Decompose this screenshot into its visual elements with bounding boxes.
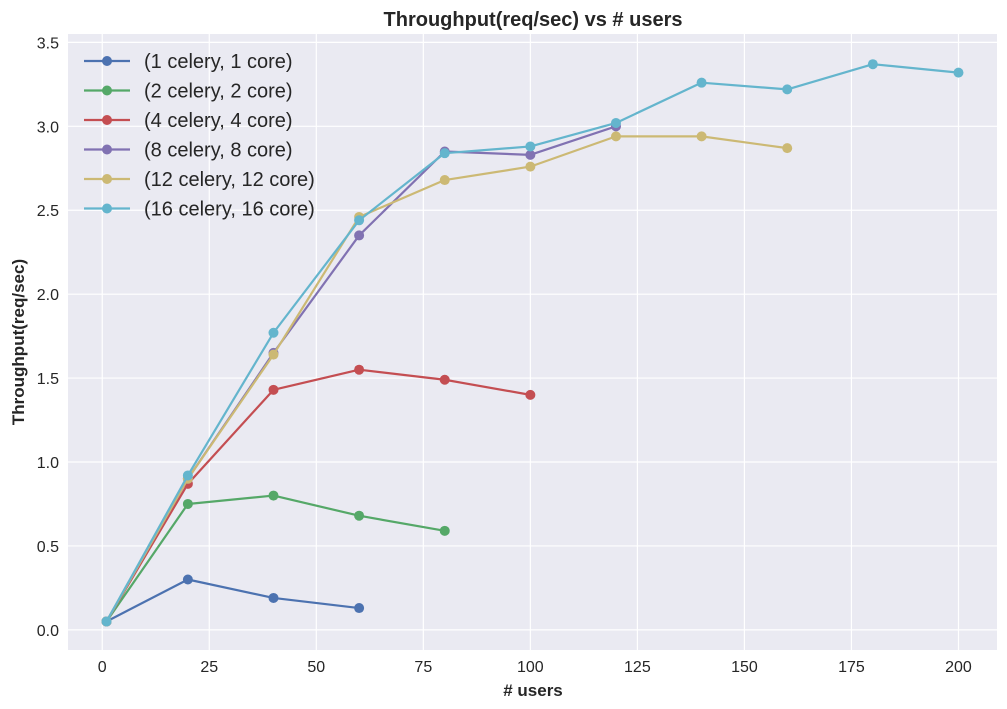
y-tick-label: 1.0 [37,455,59,472]
legend-item: (8 celery, 8 core) [84,140,293,162]
grid-lines [68,34,997,650]
data-point [525,161,536,172]
data-point [696,77,707,88]
series-6 [101,59,964,627]
y-tick-label: 3.0 [37,119,59,136]
data-point [354,510,365,521]
data-point [782,143,793,154]
legend-swatch-marker [102,56,112,66]
y-axis-ticks: 0.0 0.5 1.0 1.5 2.0 2.5 3.0 3.5 [37,35,59,639]
data-point [182,470,193,481]
x-tick-label: 75 [414,659,432,676]
data-point [439,525,450,536]
series-line [106,578,360,623]
data-point [782,84,793,95]
legend-label: (16 celery, 16 core) [144,199,315,221]
legend-label: (4 celery, 4 core) [144,110,293,132]
x-tick-label: 125 [624,659,651,676]
x-axis-ticks: 0 25 50 75 100 125 150 175 200 [98,659,972,676]
chart-title: Throughput(req/sec) vs # users [384,9,683,31]
data-point [696,131,707,142]
legend: (1 celery, 1 core) (2 celery, 2 core) (4 c… [84,51,315,221]
y-tick-label: 3.5 [37,35,59,52]
data-point [525,149,536,160]
series-line [105,368,531,623]
data-point [354,603,365,614]
y-tick-label: 2.0 [37,287,59,304]
legend-label: (12 celery, 12 core) [144,169,315,191]
data-point [610,117,621,128]
data-point [439,148,450,159]
legend-swatch-marker [102,115,112,125]
data-point [525,389,536,400]
x-tick-label: 50 [307,659,325,676]
legend-item: (1 celery, 1 core) [84,51,293,73]
x-tick-label: 25 [200,659,218,676]
legend-label: (2 celery, 2 core) [144,81,293,103]
data-point [268,592,279,603]
data-point [354,230,365,241]
data-point [610,131,621,142]
data-point [268,384,279,395]
legend-item: (4 celery, 4 core) [84,110,293,132]
data-point [354,215,365,226]
legend-item: (16 celery, 16 core) [84,199,315,221]
legend-swatch-marker [102,85,112,96]
legend-swatch-marker [102,203,112,214]
x-tick-label: 200 [945,659,972,676]
data-point [182,498,193,509]
data-point [439,374,450,385]
legend-label: (1 celery, 1 core) [144,51,293,73]
y-tick-label: 0.0 [37,623,59,640]
y-axis-label: Throughput(req/sec) [9,259,28,425]
data-point [867,59,878,70]
data-point [268,349,279,360]
plot-area [68,34,997,650]
x-tick-label: 100 [517,659,544,676]
legend-swatch-marker [102,174,112,184]
data-point [953,67,964,78]
legend-item: (2 celery, 2 core) [84,81,293,103]
data-point [268,490,279,501]
legend-swatch-marker [102,144,112,155]
legend-label: (8 celery, 8 core) [144,140,293,162]
x-tick-label: 175 [838,659,865,676]
x-tick-label: 0 [98,659,107,676]
x-axis-label: # users [503,681,563,700]
y-tick-label: 0.5 [37,539,59,556]
series-group [101,59,964,627]
data-point [268,327,279,338]
data-point [101,616,112,627]
y-tick-label: 2.5 [37,203,59,220]
data-point [525,141,536,152]
data-point [439,175,450,186]
x-tick-label: 150 [731,659,758,676]
data-point [354,364,365,375]
data-point [182,574,193,585]
y-tick-label: 1.5 [37,371,59,388]
legend-item: (12 celery, 12 core) [84,169,315,191]
